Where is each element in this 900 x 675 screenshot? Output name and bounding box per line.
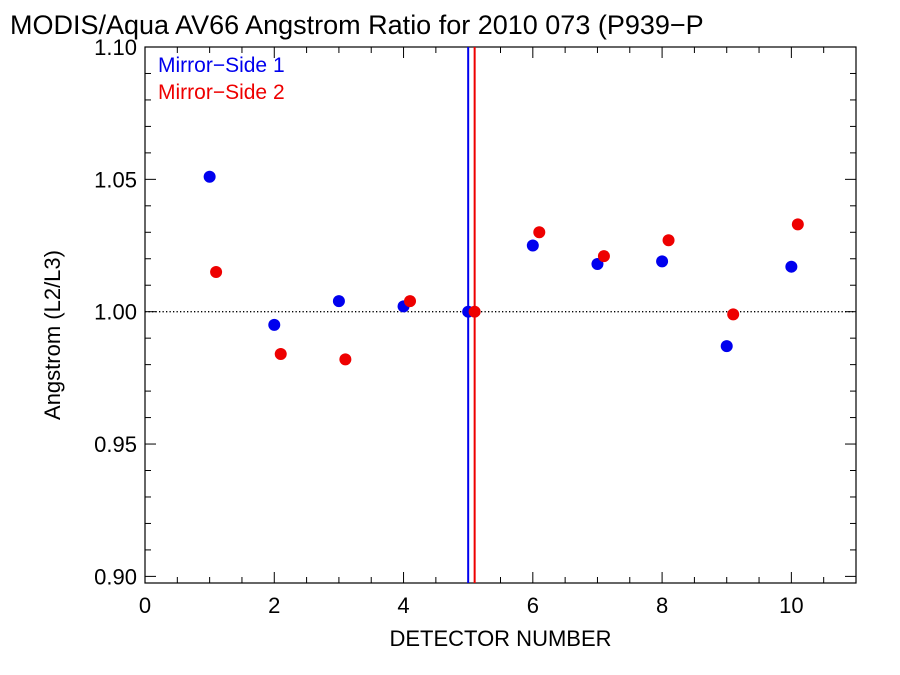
legend: Mirror−Side 1 Mirror−Side 2 <box>158 54 285 104</box>
y-tick-label: 0.90 <box>94 564 137 589</box>
data-point-series-2 <box>468 305 481 318</box>
y-tick-label: 1.05 <box>94 167 137 192</box>
x-tick-label: 2 <box>268 593 280 618</box>
data-point-series-1 <box>656 255 669 268</box>
chart-title: MODIS/Aqua AV66 Angstrom Ratio for 2010 … <box>10 10 704 40</box>
tick-labels: 0 2 4 6 8 10 0.90 0.95 1.00 1.05 1.10 <box>94 35 803 618</box>
y-tick-label: 0.95 <box>94 432 137 457</box>
y-tick-label: 1.10 <box>94 35 137 60</box>
data-point-series-1 <box>203 170 216 183</box>
data-point-series-1 <box>720 340 733 353</box>
x-tick-label: 4 <box>397 593 409 618</box>
data-point-series-1 <box>268 318 281 331</box>
data-point-series-1 <box>332 295 345 308</box>
plot-frame <box>144 46 857 584</box>
data-points <box>203 170 804 366</box>
x-tick-label: 8 <box>656 593 668 618</box>
data-point-series-2 <box>597 250 610 263</box>
legend-item-mirror-side-2: Mirror−Side 2 <box>158 81 285 104</box>
y-tick-label: 1.00 <box>94 300 137 325</box>
x-tick-label: 6 <box>527 593 539 618</box>
data-point-series-2 <box>533 226 546 239</box>
data-point-series-1 <box>785 260 798 273</box>
data-point-series-2 <box>662 234 675 247</box>
axes-ticks <box>144 46 857 583</box>
data-point-series-2 <box>274 348 287 361</box>
data-point-series-1 <box>526 239 539 252</box>
data-point-series-2 <box>339 353 352 366</box>
reference-lines <box>145 47 856 583</box>
data-point-series-2 <box>791 218 804 231</box>
data-point-series-2 <box>727 308 740 321</box>
legend-item-mirror-side-1: Mirror−Side 1 <box>158 54 285 77</box>
data-point-series-2 <box>210 265 223 278</box>
x-tick-label: 10 <box>779 593 803 618</box>
data-point-series-1 <box>591 258 604 271</box>
data-point-series-2 <box>404 295 417 308</box>
y-axis-label: Angstrom (L2/L3) <box>40 250 65 420</box>
x-axis-label: DETECTOR NUMBER <box>389 626 611 651</box>
x-tick-label: 0 <box>139 593 151 618</box>
